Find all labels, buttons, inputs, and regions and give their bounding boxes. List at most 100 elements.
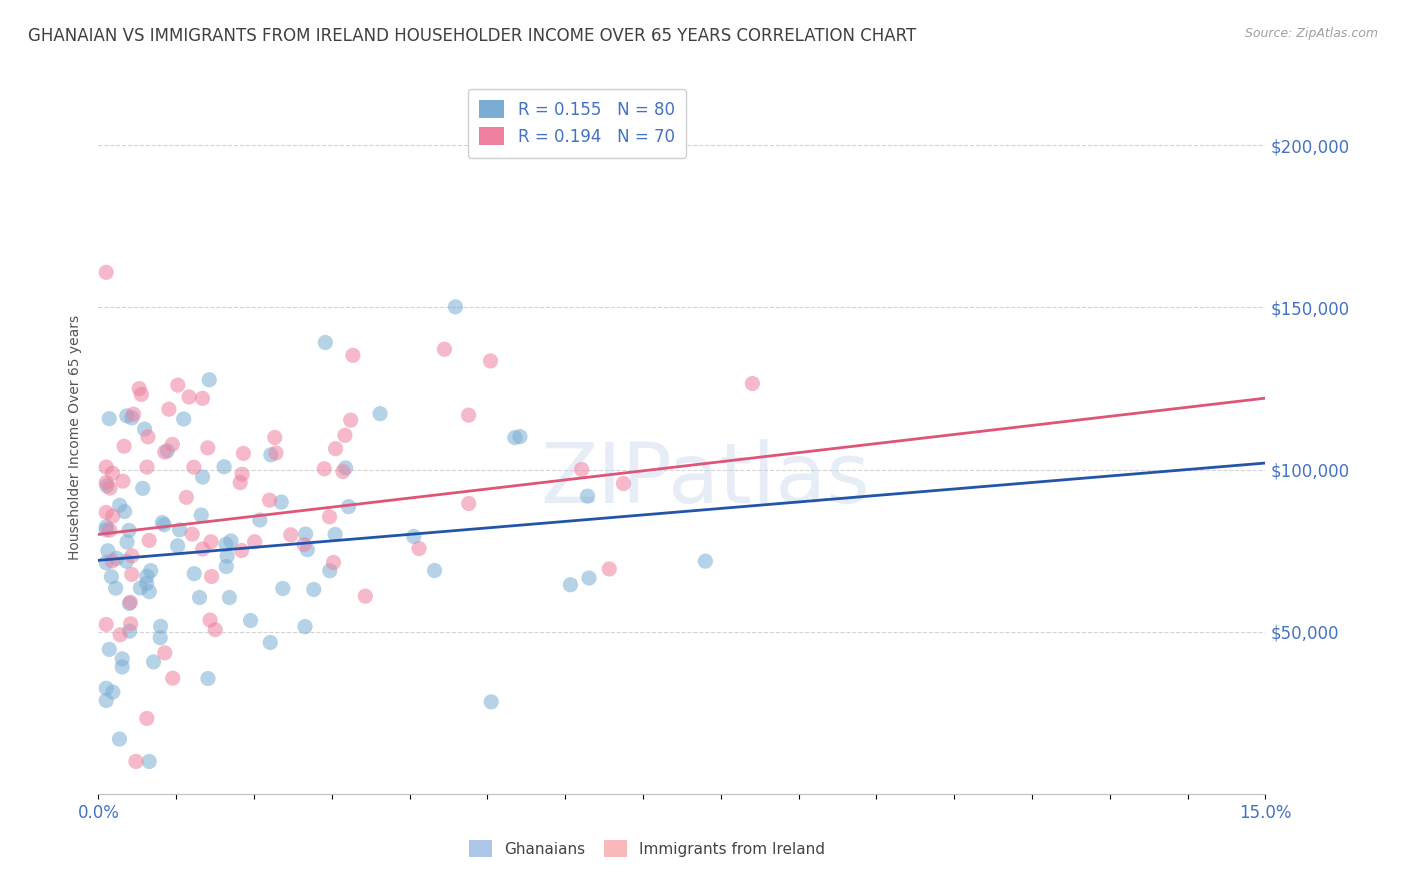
Point xyxy=(368,407,391,421)
Point xyxy=(280,528,302,542)
Point xyxy=(118,597,141,611)
Point xyxy=(181,527,204,541)
Point xyxy=(166,378,188,392)
Y-axis label: Householder Income Over 65 years: Householder Income Over 65 years xyxy=(69,315,83,559)
Point xyxy=(96,681,118,696)
Point xyxy=(314,335,336,350)
Point xyxy=(131,387,153,401)
Point xyxy=(97,543,120,558)
Point xyxy=(101,509,124,524)
Point xyxy=(173,412,195,426)
Point xyxy=(318,509,340,524)
Point xyxy=(108,732,131,747)
Point xyxy=(96,475,118,490)
Point xyxy=(260,448,283,462)
Point xyxy=(121,549,143,563)
Point xyxy=(156,443,179,458)
Point xyxy=(115,554,138,568)
Point xyxy=(136,430,159,444)
Point xyxy=(190,508,212,522)
Point xyxy=(136,460,159,475)
Legend: Ghanaians, Immigrants from Ireland: Ghanaians, Immigrants from Ireland xyxy=(461,833,832,864)
Point xyxy=(108,628,131,642)
Point xyxy=(249,513,271,527)
Point xyxy=(197,672,219,686)
Point xyxy=(198,613,221,627)
Point xyxy=(509,429,531,443)
Text: ZIPatlas: ZIPatlas xyxy=(540,440,870,520)
Point xyxy=(166,539,188,553)
Point xyxy=(342,348,364,362)
Point xyxy=(114,504,136,518)
Point xyxy=(576,489,599,503)
Point xyxy=(96,460,118,475)
Point xyxy=(335,461,357,475)
Point xyxy=(128,382,150,396)
Point xyxy=(212,459,235,474)
Point xyxy=(135,711,157,725)
Point xyxy=(433,343,456,357)
Point xyxy=(337,500,360,514)
Point xyxy=(115,535,138,549)
Point xyxy=(98,523,121,537)
Point xyxy=(231,543,253,558)
Point xyxy=(191,541,214,556)
Point xyxy=(479,695,502,709)
Point xyxy=(115,409,138,423)
Point xyxy=(134,422,156,436)
Point xyxy=(297,542,319,557)
Point xyxy=(204,623,226,637)
Point xyxy=(111,660,134,674)
Point xyxy=(598,562,620,576)
Point xyxy=(198,373,221,387)
Point xyxy=(98,642,121,657)
Point xyxy=(96,520,118,534)
Point xyxy=(138,584,160,599)
Point xyxy=(333,428,356,442)
Point xyxy=(219,533,242,548)
Point xyxy=(169,523,191,537)
Point xyxy=(314,462,336,476)
Point xyxy=(444,300,467,314)
Point xyxy=(292,537,315,551)
Point xyxy=(98,411,121,425)
Point xyxy=(503,431,526,445)
Point xyxy=(138,755,160,769)
Point xyxy=(139,564,162,578)
Point xyxy=(423,564,446,578)
Point xyxy=(217,549,239,563)
Point xyxy=(142,655,165,669)
Point xyxy=(96,556,118,570)
Point xyxy=(96,523,118,537)
Point xyxy=(153,517,176,532)
Point xyxy=(218,591,240,605)
Point xyxy=(302,582,325,597)
Point xyxy=(96,693,118,707)
Point xyxy=(215,537,238,551)
Point xyxy=(135,569,157,583)
Point xyxy=(120,595,142,609)
Point xyxy=(96,265,118,279)
Point xyxy=(191,392,214,406)
Point xyxy=(239,614,262,628)
Point xyxy=(578,571,600,585)
Point xyxy=(264,446,287,460)
Point xyxy=(191,470,214,484)
Point xyxy=(153,445,176,459)
Point xyxy=(402,529,425,543)
Point xyxy=(741,376,763,391)
Point xyxy=(118,624,141,639)
Point xyxy=(150,516,173,530)
Point xyxy=(200,569,222,583)
Point xyxy=(188,591,211,605)
Point xyxy=(111,474,134,488)
Point xyxy=(135,576,157,591)
Point xyxy=(121,567,143,582)
Point xyxy=(263,430,285,444)
Point xyxy=(612,476,634,491)
Point xyxy=(98,481,121,495)
Point xyxy=(354,589,377,603)
Point xyxy=(695,554,717,568)
Point xyxy=(104,581,127,595)
Point xyxy=(183,460,205,475)
